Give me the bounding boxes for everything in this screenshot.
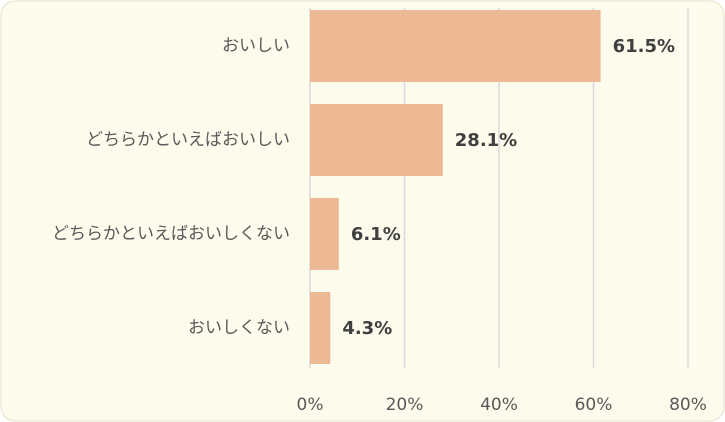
bar [310,10,601,82]
data-label: 4.3% [342,318,392,339]
bar [310,292,331,364]
data-label: 28.1% [455,130,517,151]
y-tick-label: おいしい [222,36,290,56]
data-label: 6.1% [351,224,401,245]
bar [310,104,443,176]
y-tick-label: おいしくない [188,318,290,338]
y-tick-label: どちらかといえばおいしくない [52,224,290,244]
bar [310,198,339,270]
x-tick-label: 20% [386,395,424,415]
data-label: 61.5% [613,36,675,57]
x-tick-label: 80% [669,395,707,415]
x-tick-label: 60% [575,395,613,415]
y-tick-label: どちらかといえばおいしい [86,130,290,150]
x-tick-label: 40% [480,395,518,415]
x-tick-label: 0% [297,395,324,415]
